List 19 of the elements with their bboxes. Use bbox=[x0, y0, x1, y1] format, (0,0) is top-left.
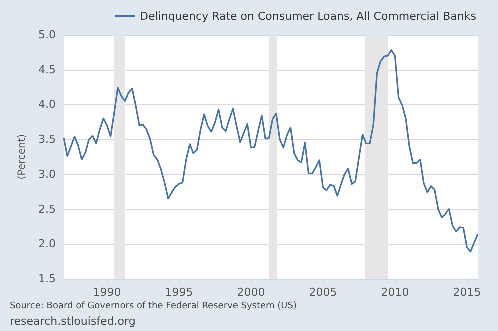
y-tick-label: 2.5 bbox=[38, 202, 56, 216]
y-tick-label: 3.5 bbox=[38, 133, 56, 146]
x-tick-label: 1990 bbox=[93, 286, 122, 299]
x-tick-label: 2015 bbox=[453, 286, 482, 299]
legend-label: Delinquency Rate on Consumer Loans, All Commercial Banks bbox=[140, 10, 477, 23]
line-series bbox=[63, 50, 479, 253]
x-tick-label: 2010 bbox=[381, 286, 410, 299]
y-tick-label: 3.0 bbox=[38, 168, 56, 181]
x-tick-label: 1995 bbox=[165, 286, 194, 299]
source-note: Source: Board of Governors of the Federal Reserve System (US) bbox=[10, 302, 297, 312]
y-tick-label: 2.0 bbox=[38, 238, 56, 251]
y-axis-title: (Percent) bbox=[17, 134, 28, 180]
y-tick-label: 4.5 bbox=[38, 63, 56, 76]
x-tick-label: 2005 bbox=[309, 286, 338, 299]
x-tick-label: 2000 bbox=[237, 286, 266, 299]
text: research.stlouisfed.org bbox=[10, 315, 136, 328]
y-tick-label: 4.0 bbox=[38, 98, 56, 112]
y-tick-label: 5.0 bbox=[38, 28, 56, 42]
y-tick-label: 1.5 bbox=[38, 272, 56, 286]
